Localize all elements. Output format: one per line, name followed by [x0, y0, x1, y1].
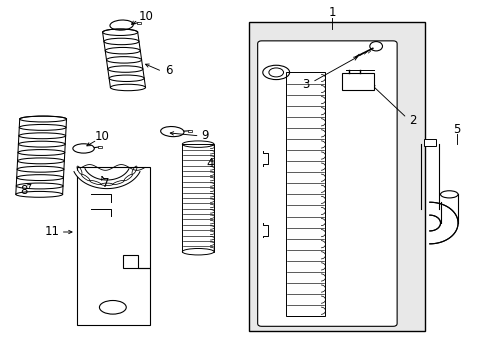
Bar: [182, 144, 214, 252]
FancyBboxPatch shape: [257, 41, 396, 326]
Text: 8: 8: [20, 184, 28, 197]
Text: 1: 1: [328, 6, 335, 19]
Text: 3: 3: [301, 78, 308, 91]
Polygon shape: [429, 202, 457, 244]
Bar: [249, 22, 424, 330]
Ellipse shape: [182, 248, 214, 255]
Ellipse shape: [105, 32, 142, 88]
Text: 11: 11: [44, 225, 59, 238]
Text: 7: 7: [102, 177, 109, 190]
Text: 10: 10: [138, 10, 153, 23]
Text: 4: 4: [206, 157, 214, 170]
Text: 5: 5: [452, 123, 459, 136]
Text: 6: 6: [165, 64, 172, 77]
Text: 10: 10: [95, 130, 109, 144]
Bar: [98, 146, 102, 148]
Bar: [187, 130, 191, 132]
Bar: [341, 73, 373, 90]
Text: 2: 2: [408, 114, 416, 127]
Polygon shape: [77, 167, 150, 325]
Bar: [423, 139, 435, 146]
Polygon shape: [74, 169, 140, 189]
Bar: [136, 22, 140, 24]
Bar: [285, 72, 325, 316]
Text: 9: 9: [201, 129, 208, 142]
Ellipse shape: [17, 118, 65, 195]
